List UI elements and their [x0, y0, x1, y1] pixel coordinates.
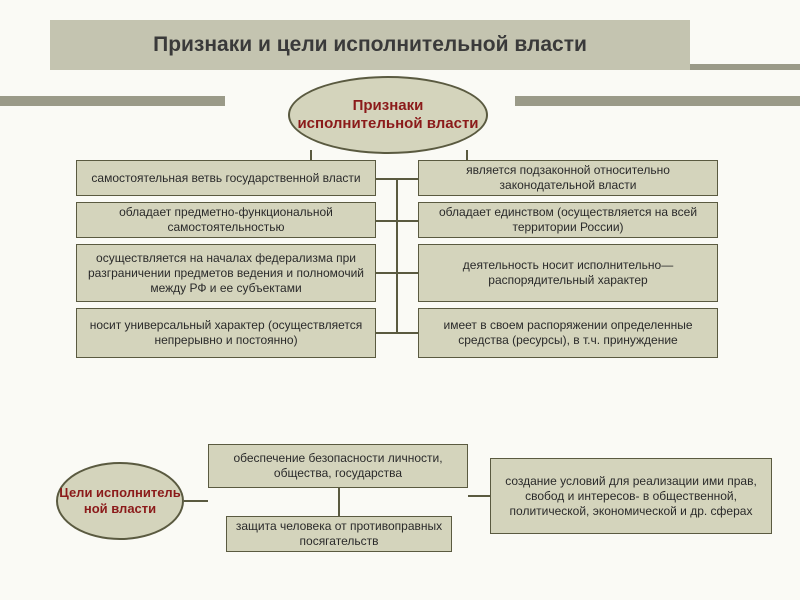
connector	[376, 178, 418, 180]
feature-box: деятельность носит исполнительно— распор…	[418, 244, 718, 302]
decorative-stripe	[515, 96, 800, 106]
goal-box: создание условий для реализации ими прав…	[490, 458, 772, 534]
feature-box: обладает предметно-функциональной самост…	[76, 202, 376, 238]
connector	[468, 495, 490, 497]
goals-ellipse: Цели исполнитель ной власти	[56, 462, 184, 540]
connector	[376, 332, 418, 334]
features-ellipse: Признаки исполнительной власти	[288, 76, 488, 154]
feature-box: осуществляется на началах федерализма пр…	[76, 244, 376, 302]
feature-box: имеет в своем распоряжении определенные …	[418, 308, 718, 358]
decorative-stripe	[0, 96, 225, 106]
feature-box: обладает единством (осуществляется на вс…	[418, 202, 718, 238]
goal-box: защита человека от противоправных посяга…	[226, 516, 452, 552]
connector	[466, 150, 468, 160]
connector	[338, 488, 340, 516]
connector	[376, 220, 418, 222]
decorative-stripe	[690, 64, 800, 70]
page-title: Признаки и цели исполнительной власти	[50, 20, 690, 70]
connector	[396, 178, 398, 333]
goal-box: обеспечение безопасности личности, общес…	[208, 444, 468, 488]
connector	[184, 500, 208, 502]
connector	[376, 272, 418, 274]
feature-box: самостоятельная ветвь государственной вл…	[76, 160, 376, 196]
connector	[310, 150, 312, 160]
feature-box: является подзаконной относительно законо…	[418, 160, 718, 196]
feature-box: носит универсальный характер (осуществля…	[76, 308, 376, 358]
